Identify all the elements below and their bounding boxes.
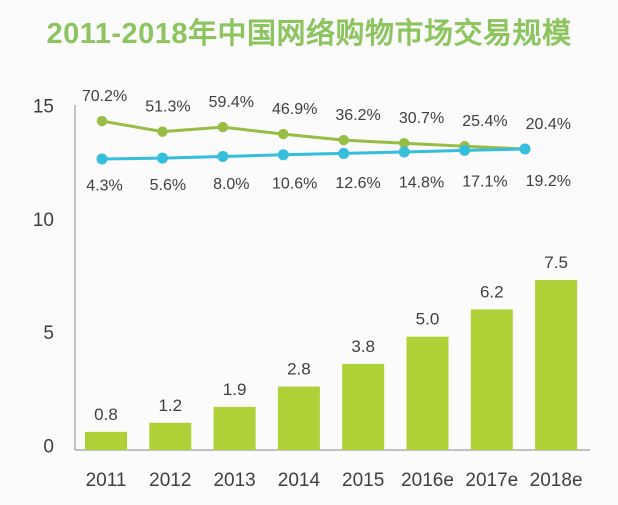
penetration-rate-label: 4.3% (86, 178, 122, 195)
bar-value-label: 3.8 (351, 337, 375, 356)
x-axis-category-label: 2015 (342, 470, 384, 491)
penetration-rate-polyline (101, 147, 526, 161)
bar-2012 (149, 422, 192, 450)
growth-rate-label: 46.9% (272, 101, 317, 118)
bar-value-label: 1.2 (158, 396, 182, 415)
penetration-rate-label: 10.6% (272, 176, 317, 193)
penetration-rate-label: 8.0% (213, 176, 249, 193)
bar-2011 (85, 431, 127, 450)
growth-rate-label: 30.7% (399, 110, 444, 127)
growth-rate-label: 59.4% (209, 94, 254, 111)
bar-2018e (535, 279, 578, 450)
bar-2017e (470, 309, 513, 450)
y-axis-tick-label: 5 (43, 323, 54, 344)
chart-title: 2011-2018年中国网络购物市场交易规模 (46, 18, 572, 50)
penetration-rate-label: 14.8% (399, 174, 444, 191)
growth-rate-label: 70.2% (82, 88, 127, 105)
bar-value-label: 6.2 (480, 282, 504, 301)
growth-rate-point (217, 121, 229, 133)
bar-2014 (277, 386, 320, 450)
growth-rate-point (398, 138, 410, 149)
penetration-rate-point (459, 144, 471, 156)
bar-value-label: 2.8 (287, 360, 311, 379)
x-axis-category-label: 2018e (530, 470, 583, 491)
penetration-rate-point (519, 143, 531, 155)
growth-rate-polyline (101, 119, 526, 151)
x-axis-category-label: 2014 (278, 470, 321, 491)
penetration-rate-point (398, 146, 410, 158)
penetration-rate-label: 19.2% (526, 173, 571, 190)
growth-rate-label: 20.4% (526, 116, 571, 133)
growth-rate-label: 36.2% (335, 107, 380, 124)
penetration-rate-point (217, 151, 229, 163)
penetration-rate-label: 12.6% (335, 175, 380, 192)
growth-rate-point (278, 128, 289, 140)
bar-value-label: 7.5 (544, 253, 568, 272)
growth-rate-label: 25.4% (462, 113, 507, 130)
bar-2015 (342, 363, 385, 450)
penetration-rate-point (96, 153, 108, 165)
penetration-rate-label: 5.6% (150, 177, 186, 194)
bar-2013 (213, 406, 256, 450)
growth-rate-point (338, 134, 349, 146)
growth-rate-label: 51.3% (145, 99, 190, 116)
x-axis-category-label: 2016e (401, 470, 454, 491)
x-axis-category-label: 2017e (465, 470, 518, 491)
bar-value-label: 1.9 (223, 380, 247, 399)
penetration-rate-point (338, 147, 350, 159)
growth-rate-point (96, 115, 108, 127)
penetration-rate-point (156, 152, 168, 164)
bar-2016e (406, 336, 449, 450)
y-axis-tick-label: 15 (33, 97, 54, 118)
bar-value-label: 5.0 (416, 310, 440, 329)
y-axis-tick-label: 10 (33, 210, 54, 231)
y-axis-tick-label: 0 (43, 437, 54, 458)
growth-rate-point (157, 126, 168, 137)
bar-value-label: 0.8 (94, 405, 118, 424)
x-axis-category-label: 2013 (213, 470, 255, 491)
penetration-rate-point (277, 149, 289, 161)
x-axis-category-label: 2011 (86, 470, 127, 491)
penetration-rate-label: 17.1% (462, 174, 507, 191)
x-axis-category-label: 2012 (149, 470, 191, 491)
